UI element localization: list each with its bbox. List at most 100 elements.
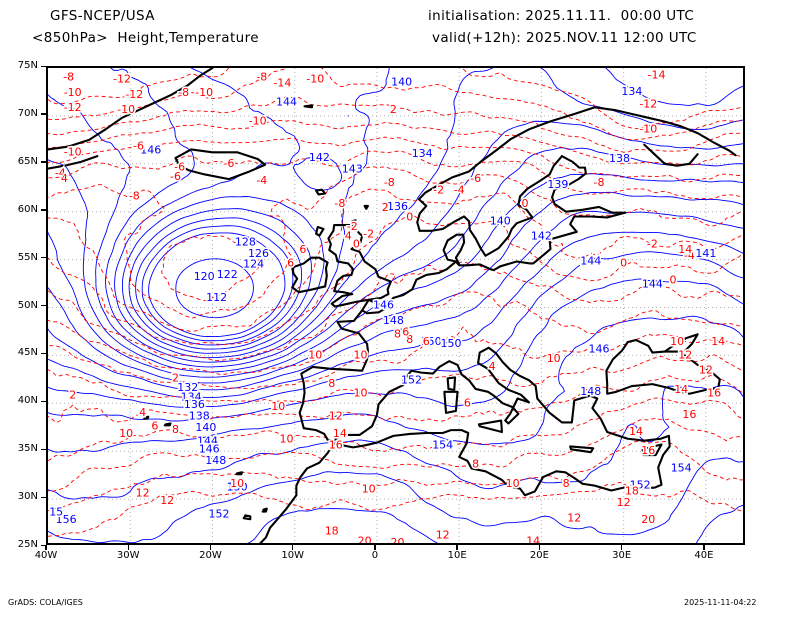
svg-text:-2: -2 [363,228,374,241]
svg-text:150: 150 [421,335,442,348]
svg-text:156: 156 [56,513,77,526]
svg-text:144: 144 [580,255,601,268]
svg-text:2: 2 [69,389,76,402]
svg-text:20: 20 [641,513,655,526]
y-axis-tick-label: 40N [17,395,38,407]
svg-text:128: 128 [235,235,256,248]
svg-text:10: 10 [230,477,244,490]
svg-text:2: 2 [382,201,389,214]
svg-text:144: 144 [580,255,601,268]
svg-text:12: 12 [329,410,343,423]
svg-text:12: 12 [699,364,713,377]
svg-text:14: 14 [711,335,725,348]
y-axis-tick-label: 25N [17,539,38,550]
svg-text:122: 122 [217,268,238,281]
svg-text:-8: -8 [129,189,140,202]
y-axis-tick-mark [41,352,46,355]
svg-text:152: 152 [401,373,422,386]
svg-text:20: 20 [391,536,405,545]
svg-text:14: 14 [333,427,347,440]
svg-text:14: 14 [526,534,540,545]
svg-text:12: 12 [699,364,713,377]
y-axis-tick-mark [41,113,46,115]
svg-text:142: 142 [309,151,330,164]
svg-text:12: 12 [436,529,450,542]
y-axis-tick-mark [41,400,46,403]
svg-text:12: 12 [567,511,581,524]
svg-text:-14: -14 [273,76,291,89]
x-axis-tick-mark [209,545,212,550]
svg-text:14: 14 [674,383,688,396]
svg-text:6: 6 [423,335,430,348]
svg-text:152: 152 [209,507,230,520]
svg-text:-10: -10 [249,115,267,128]
svg-text:140: 140 [490,214,511,227]
svg-text:12: 12 [160,494,174,507]
header-model-label: GFS-NCEP/USA [50,8,155,24]
svg-text:136: 136 [387,200,408,213]
svg-text:-6: -6 [133,140,144,153]
svg-text:2: 2 [390,103,397,116]
svg-text:10: 10 [547,352,561,365]
svg-text:-4: -4 [684,249,695,262]
svg-text:148: 148 [383,314,404,327]
svg-text:14: 14 [674,383,688,396]
y-axis-tick-label: 75N [17,60,38,71]
svg-text:2: 2 [390,103,397,116]
y-axis-tick-mark [41,496,46,498]
svg-text:144: 144 [197,435,218,448]
svg-text:4: 4 [61,172,68,185]
svg-text:154: 154 [432,439,453,452]
svg-text:138: 138 [189,410,210,423]
svg-text:12: 12 [567,511,581,524]
svg-text:146: 146 [373,299,394,312]
svg-text:146: 146 [589,343,610,356]
svg-text:154: 154 [671,461,692,474]
svg-text:148: 148 [205,454,226,467]
svg-text:136: 136 [184,398,205,411]
svg-text:12: 12 [678,348,692,361]
svg-text:0: 0 [522,197,529,210]
svg-text:4: 4 [489,360,496,373]
svg-text:124: 124 [243,257,264,270]
svg-text:150: 150 [227,481,248,494]
svg-text:146: 146 [140,143,161,156]
footer-credit: GrADS: COLA/IGES [8,598,83,607]
x-axis-tick-label: 40E [694,550,714,561]
svg-text:8: 8 [328,377,335,390]
y-axis-tick-label: 35N [17,443,38,455]
x-axis-tick-mark [703,545,705,550]
svg-text:20: 20 [391,536,405,545]
svg-text:141: 141 [695,247,716,260]
svg-text:10: 10 [280,433,294,446]
x-axis-tick-label: 20E [529,550,549,561]
y-axis-tick-label: 60N [17,203,38,215]
height-contour-lines [48,68,743,543]
svg-text:152: 152 [630,479,651,492]
svg-text:-12: -12 [64,101,82,114]
svg-text:138: 138 [609,152,630,165]
y-axis-tick-mark [41,257,46,259]
svg-text:10: 10 [280,433,294,446]
svg-text:140: 140 [391,75,412,88]
svg-text:134: 134 [412,147,433,160]
svg-text:122: 122 [217,268,238,281]
header-level-field-label: <850hPa> Height,Temperature [32,30,259,46]
x-axis-tick-label: 30W [116,550,140,561]
svg-text:-4: -4 [55,166,66,179]
svg-text:-12: -12 [113,73,131,86]
svg-text:12: 12 [136,486,150,499]
svg-text:-6: -6 [170,170,181,183]
x-axis-tick-label: 20W [199,550,222,561]
x-axis-tick-mark [374,545,376,550]
svg-text:-2: -2 [647,237,658,250]
svg-text:142: 142 [531,230,552,243]
svg-text:144: 144 [276,96,297,109]
svg-text:10: 10 [271,400,285,413]
svg-text:16: 16 [682,408,696,421]
svg-text:14: 14 [526,534,540,545]
svg-text:-10: -10 [64,86,82,99]
svg-text:140: 140 [490,214,511,227]
svg-text:10: 10 [670,335,684,348]
svg-text:132: 132 [177,381,198,394]
